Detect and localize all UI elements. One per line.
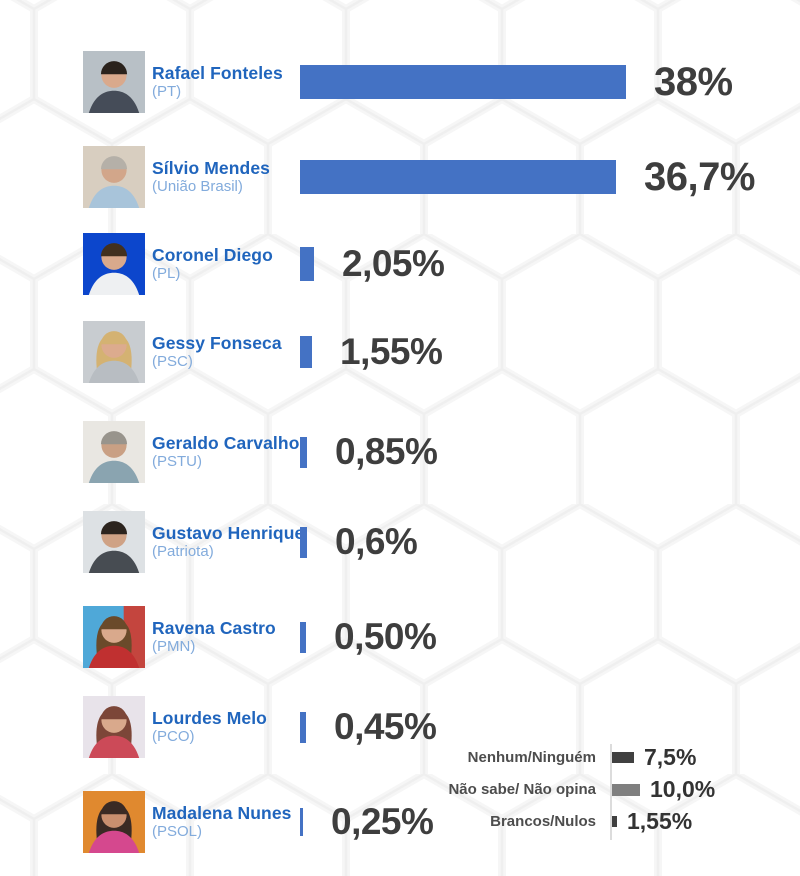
legend-label: Brancos/Nulos bbox=[490, 813, 596, 830]
person-avatar-icon bbox=[83, 146, 145, 208]
candidate-bar bbox=[300, 808, 303, 836]
candidate-party: (PSC) bbox=[152, 353, 193, 370]
candidate-bar-zone: 0,25% bbox=[300, 790, 434, 854]
candidate-party: (PSOL) bbox=[152, 823, 203, 840]
candidate-bar bbox=[300, 711, 306, 743]
candidate-name: Ravena Castro bbox=[152, 617, 276, 638]
legend-rows: Nenhum/Ninguém 7,5% Não sabe/ Não opina … bbox=[420, 742, 760, 837]
candidate-name-block: Gessy Fonseca (PSC) bbox=[152, 332, 302, 371]
candidate-photo bbox=[83, 511, 145, 573]
candidate-party: (PMN) bbox=[152, 638, 196, 655]
candidate-party: (PT) bbox=[152, 83, 182, 100]
person-avatar-icon bbox=[83, 511, 145, 573]
candidate-row: Gessy Fonseca (PSC) 1,55% bbox=[0, 320, 800, 384]
candidate-party: (Patriota) bbox=[152, 543, 214, 560]
candidate-photo bbox=[83, 51, 145, 113]
candidate-name: Gessy Fonseca bbox=[152, 332, 282, 353]
person-avatar-icon bbox=[83, 321, 145, 383]
candidate-name: Madalena Nunes bbox=[152, 802, 292, 823]
candidate-row: Gustavo Henrique (Patriota) 0,6% bbox=[0, 510, 800, 574]
person-avatar-icon bbox=[83, 606, 145, 668]
candidate-name: Lourdes Melo bbox=[152, 707, 267, 728]
candidate-photo bbox=[83, 696, 145, 758]
legend-label: Não sabe/ Não opina bbox=[448, 781, 596, 798]
candidate-name: Coronel Diego bbox=[152, 244, 273, 265]
candidate-bar bbox=[300, 621, 306, 653]
candidate-bar-zone: 1,55% bbox=[300, 320, 443, 384]
candidate-bar bbox=[300, 336, 312, 368]
legend-axis-divider bbox=[610, 744, 612, 840]
candidate-row: Rafael Fonteles (PT) 38% bbox=[0, 50, 800, 114]
legend-row: Nenhum/Ninguém 7,5% bbox=[420, 742, 760, 773]
candidate-percentage: 0,50% bbox=[334, 616, 437, 657]
candidate-bar-zone: 0,50% bbox=[300, 605, 437, 669]
candidate-percentage: 2,05% bbox=[342, 243, 445, 284]
candidate-name-block: Lourdes Melo (PCO) bbox=[152, 707, 302, 746]
candidate-bar bbox=[300, 247, 314, 281]
candidate-bar-zone: 36,7% bbox=[300, 145, 755, 209]
candidate-row: Sílvio Mendes (União Brasil) 36,7% bbox=[0, 145, 800, 209]
candidate-photo bbox=[83, 321, 145, 383]
candidate-party: (PCO) bbox=[152, 728, 195, 745]
candidate-bar-zone: 0,45% bbox=[300, 695, 437, 759]
candidate-bar bbox=[300, 436, 307, 468]
candidate-percentage: 1,55% bbox=[340, 331, 443, 372]
candidate-row: Madalena Nunes (PSOL) 0,25% bbox=[0, 790, 800, 854]
legend-bar bbox=[612, 816, 617, 827]
person-avatar-icon bbox=[83, 791, 145, 853]
candidate-bar-zone: 0,85% bbox=[300, 420, 438, 484]
candidate-photo bbox=[83, 146, 145, 208]
person-avatar-icon bbox=[83, 696, 145, 758]
legend-bar bbox=[612, 783, 640, 796]
legend-percentage: 1,55% bbox=[627, 808, 693, 834]
candidate-name: Rafael Fonteles bbox=[152, 62, 283, 83]
legend-percentage: 10,0% bbox=[650, 776, 716, 802]
candidate-row: Geraldo Carvalho (PSTU) 0,85% bbox=[0, 420, 800, 484]
candidate-name: Gustavo Henrique bbox=[152, 522, 305, 543]
candidate-bar bbox=[300, 160, 616, 194]
legend-bar bbox=[612, 752, 634, 763]
candidate-name-block: Gustavo Henrique (Patriota) bbox=[152, 522, 305, 561]
candidate-percentage: 0,85% bbox=[335, 431, 438, 472]
candidate-percentage: 36,7% bbox=[644, 154, 755, 199]
candidate-name-block: Madalena Nunes (PSOL) bbox=[152, 802, 302, 841]
candidate-row: Coronel Diego (PL) 2,05% bbox=[0, 232, 800, 296]
candidate-party: (PL) bbox=[152, 265, 181, 282]
candidate-bar-zone: 38% bbox=[300, 50, 733, 114]
candidate-photo bbox=[83, 233, 145, 295]
candidate-bar-zone: 0,6% bbox=[300, 510, 418, 574]
candidate-percentage: 0,6% bbox=[335, 521, 418, 562]
candidate-percentage: 38% bbox=[654, 59, 733, 104]
candidate-row: Lourdes Melo (PCO) 0,45% bbox=[0, 695, 800, 759]
candidate-photo bbox=[83, 791, 145, 853]
candidate-name-block: Sílvio Mendes (União Brasil) bbox=[152, 157, 302, 196]
candidate-name: Geraldo Carvalho bbox=[152, 432, 300, 453]
candidate-percentage: 0,45% bbox=[334, 706, 437, 747]
candidate-party: (União Brasil) bbox=[152, 178, 243, 195]
candidate-name-block: Ravena Castro (PMN) bbox=[152, 617, 302, 656]
legend-label: Nenhum/Ninguém bbox=[467, 749, 596, 766]
candidate-percentage: 0,25% bbox=[331, 801, 434, 842]
candidate-name: Sílvio Mendes bbox=[152, 157, 270, 178]
candidate-bar bbox=[300, 526, 307, 558]
legend-row: Não sabe/ Não opina 10,0% bbox=[420, 774, 760, 805]
others-legend: Nenhum/Ninguém 7,5% Não sabe/ Não opina … bbox=[420, 742, 760, 842]
person-avatar-icon bbox=[83, 421, 145, 483]
candidate-photo bbox=[83, 606, 145, 668]
candidate-bar-zone: 2,05% bbox=[300, 232, 445, 296]
candidate-row: Ravena Castro (PMN) 0,50% bbox=[0, 605, 800, 669]
candidate-photo bbox=[83, 421, 145, 483]
candidate-name-block: Rafael Fonteles (PT) bbox=[152, 62, 302, 101]
candidate-party: (PSTU) bbox=[152, 453, 202, 470]
candidate-name-block: Geraldo Carvalho (PSTU) bbox=[152, 432, 302, 471]
legend-percentage: 7,5% bbox=[644, 744, 697, 770]
person-avatar-icon bbox=[83, 51, 145, 113]
person-avatar-icon bbox=[83, 233, 145, 295]
candidate-name-block: Coronel Diego (PL) bbox=[152, 244, 302, 283]
legend-row: Brancos/Nulos 1,55% bbox=[420, 806, 760, 837]
candidate-bar bbox=[300, 65, 626, 99]
